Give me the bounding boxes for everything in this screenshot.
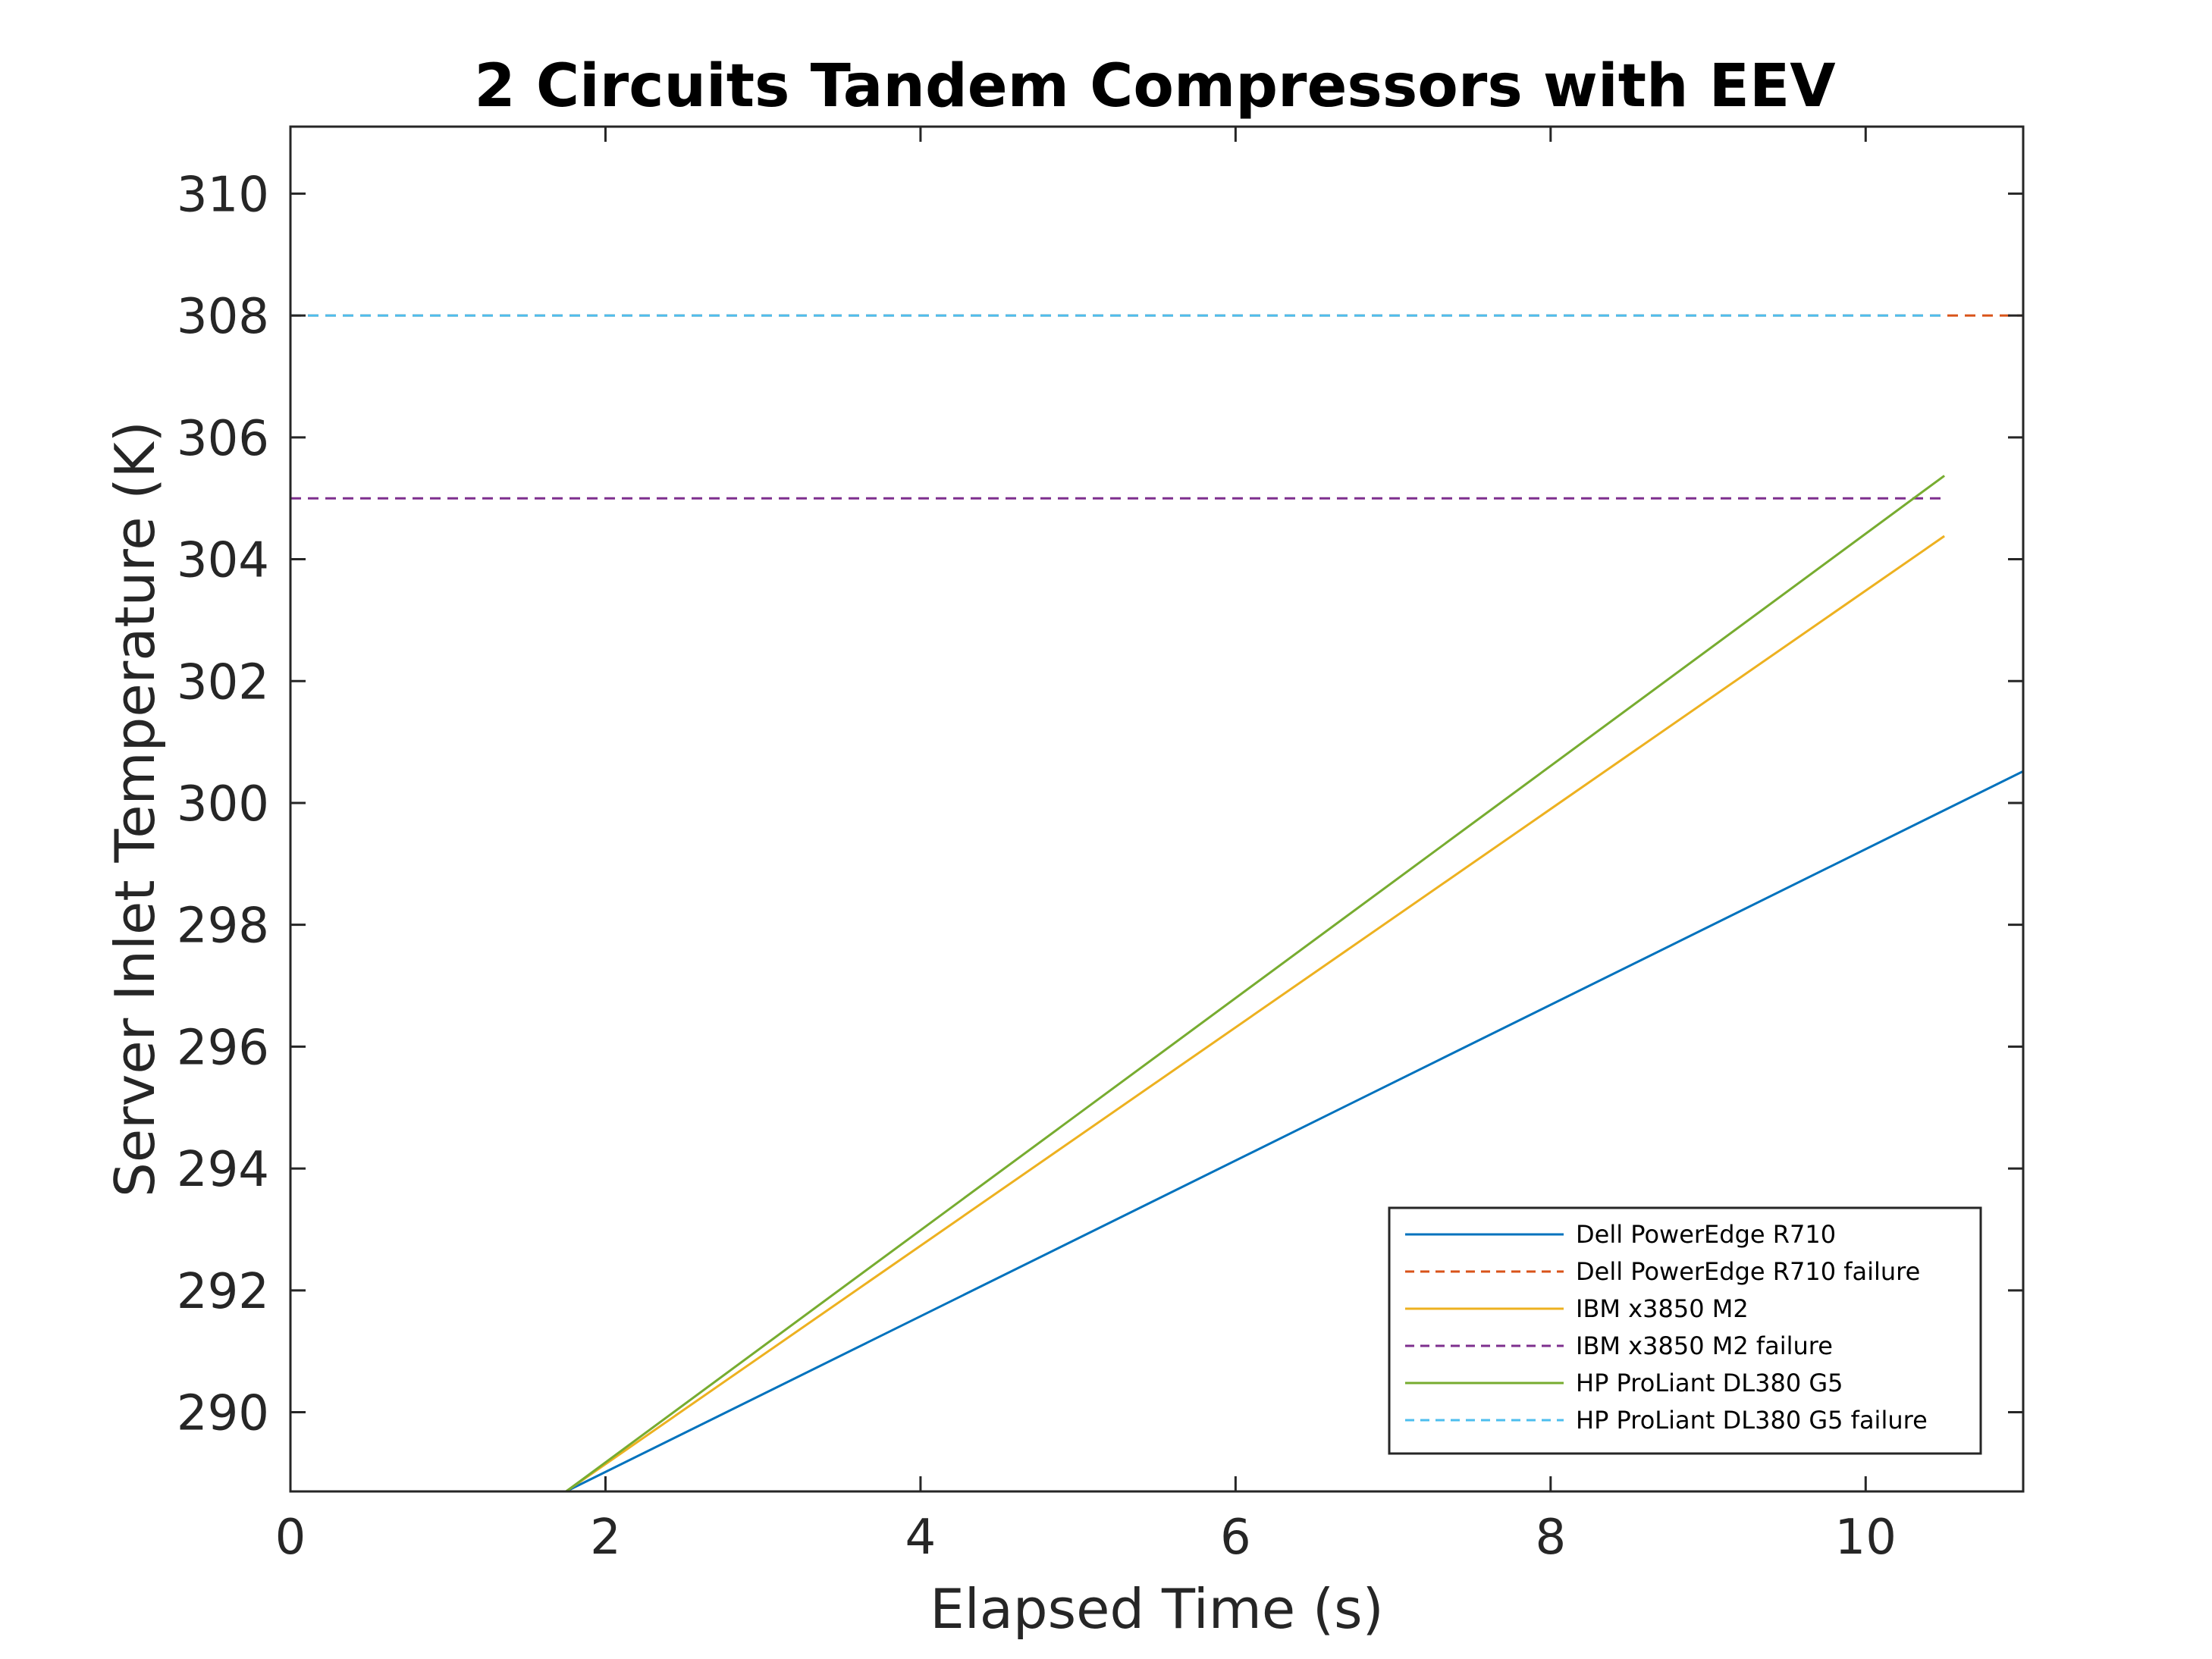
legend-label: IBM x3850 M2 — [1576, 1294, 1749, 1323]
x-tick-label: 0 — [275, 1510, 306, 1566]
x-tick-label: 8 — [1535, 1510, 1566, 1566]
y-tick-label: 290 — [177, 1386, 269, 1442]
legend-label: Dell PowerEdge R710 failure — [1576, 1257, 1920, 1286]
x-tick-label: 10 — [1835, 1510, 1897, 1566]
legend-label: HP ProLiant DL380 G5 failure — [1576, 1406, 1928, 1435]
x-tick-label: 2 — [590, 1510, 621, 1566]
y-tick-label: 304 — [177, 533, 269, 589]
y-tick-label: 308 — [177, 289, 269, 345]
legend-label: Dell PowerEdge R710 — [1576, 1220, 1836, 1249]
legend-label: HP ProLiant DL380 G5 — [1576, 1369, 1843, 1397]
legend: Dell PowerEdge R710 Dell PowerEdge R710 f… — [1388, 1206, 1982, 1455]
legend-box — [1388, 1206, 1982, 1455]
chart-title: 2 Circuits Tandem Compressors with EEV — [474, 52, 1835, 121]
x-tick-label: 4 — [905, 1510, 937, 1566]
y-tick-label: 306 — [177, 411, 269, 467]
ticks-layer: 0 2 4 6 8 10 290 292 294 296 298 300 302 304 306 308 310 — [177, 127, 2023, 1566]
x-axis-label: Elapsed Time (s) — [930, 1577, 1384, 1641]
plot-frame — [289, 125, 2025, 1493]
y-tick-label: 302 — [177, 654, 269, 710]
y-tick-label: 298 — [177, 898, 269, 955]
y-tick-label: 294 — [177, 1142, 269, 1198]
x-tick-label: 6 — [1220, 1510, 1251, 1566]
legend-label: IBM x3850 M2 failure — [1576, 1331, 1833, 1360]
y-axis-label: Server Inlet Temperature (K) — [103, 421, 167, 1197]
y-tick-label: 292 — [177, 1264, 269, 1320]
y-tick-label: 296 — [177, 1020, 269, 1076]
y-tick-label: 300 — [177, 776, 269, 833]
y-tick-label: 310 — [177, 167, 269, 223]
